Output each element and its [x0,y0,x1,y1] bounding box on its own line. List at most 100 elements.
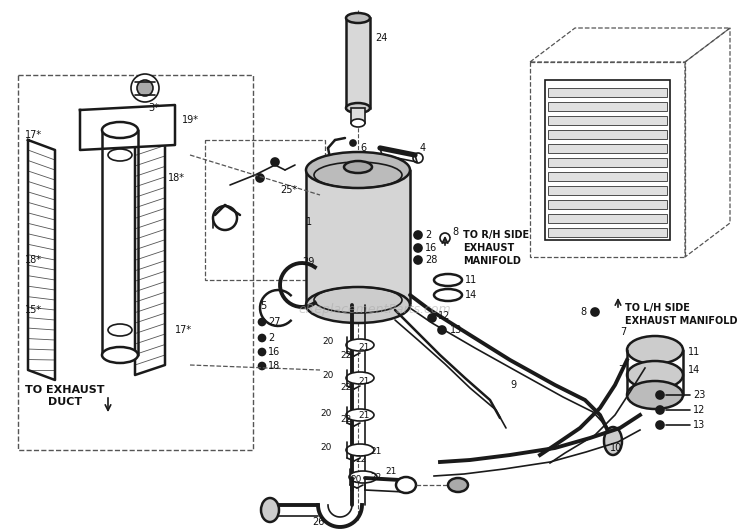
Text: 22: 22 [340,384,351,393]
Bar [351,108,365,123]
Text: 20: 20 [322,338,333,346]
Text: 22: 22 [370,473,381,482]
Polygon shape [306,170,410,305]
Circle shape [428,314,436,322]
Bar [548,130,667,139]
Circle shape [259,362,266,369]
Ellipse shape [349,471,377,483]
Text: 16: 16 [425,243,437,253]
Text: 8: 8 [580,307,586,317]
Text: 9: 9 [510,380,516,390]
Text: 14: 14 [465,290,477,300]
Text: 21: 21 [358,343,369,352]
Bar [548,214,667,223]
Text: 13: 13 [693,420,705,430]
Text: 4: 4 [420,143,426,153]
Circle shape [131,74,159,102]
Ellipse shape [434,289,462,301]
Text: 12: 12 [438,311,450,321]
Text: 2: 2 [268,333,274,343]
Text: 1: 1 [306,217,312,227]
Ellipse shape [627,361,683,389]
Ellipse shape [434,274,462,286]
Text: TO L/H SIDE: TO L/H SIDE [625,303,690,313]
Bar [548,172,667,181]
Text: 21: 21 [370,448,381,457]
Text: MANIFOLD: MANIFOLD [463,256,520,266]
Ellipse shape [102,122,138,138]
Text: 6: 6 [360,143,366,153]
Text: 2: 2 [425,230,431,240]
Text: 10: 10 [610,443,622,453]
Ellipse shape [261,498,279,522]
Text: EXHAUST MANIFOLD: EXHAUST MANIFOLD [625,316,737,326]
Text: 26: 26 [312,517,324,527]
Text: 20: 20 [320,443,332,452]
Text: 12: 12 [693,405,705,415]
Text: 21: 21 [358,378,369,387]
Bar [205,140,325,280]
Text: 18: 18 [268,361,280,371]
Text: 3*: 3* [148,103,159,113]
Ellipse shape [102,347,138,363]
Circle shape [591,308,599,316]
Bar [548,102,667,111]
Bar [548,186,667,195]
Text: 22: 22 [340,351,351,360]
Circle shape [414,256,422,264]
Bar [530,62,685,257]
Text: 7: 7 [620,327,626,337]
Bar [548,228,667,237]
Text: 11: 11 [688,347,700,357]
Text: 23: 23 [693,390,705,400]
Text: 24: 24 [375,33,387,43]
Circle shape [656,406,664,414]
Text: 17*: 17* [25,130,42,140]
Circle shape [656,391,664,399]
Ellipse shape [306,287,410,323]
Text: 22: 22 [355,455,366,464]
Text: eReplacementParts.com: eReplacementParts.com [298,304,452,316]
Text: 16: 16 [268,347,280,357]
Text: DUCT: DUCT [48,397,82,407]
Text: 27: 27 [268,317,280,327]
Circle shape [271,158,279,166]
Text: 15*: 15* [25,305,42,315]
Bar [548,144,667,153]
Text: 20: 20 [350,476,361,485]
Circle shape [438,326,446,334]
Text: 11: 11 [465,275,477,285]
Bar [548,200,667,209]
Circle shape [137,80,153,96]
Text: TO R/H SIDE: TO R/H SIDE [463,230,530,240]
Text: 14: 14 [688,365,700,375]
Bar [548,158,667,167]
Bar [346,18,370,108]
Ellipse shape [346,339,374,351]
Bar [18,75,253,450]
Polygon shape [80,105,175,150]
Ellipse shape [396,477,416,493]
Circle shape [414,244,422,252]
Ellipse shape [604,427,622,455]
Circle shape [259,318,266,325]
Ellipse shape [627,336,683,364]
Text: 18*: 18* [25,255,42,265]
Text: 7: 7 [618,365,624,375]
Bar [548,88,667,97]
Bar [545,80,670,240]
Ellipse shape [346,103,370,113]
Text: 19*: 19* [182,115,199,125]
Circle shape [259,349,266,355]
Ellipse shape [627,381,683,409]
Circle shape [656,421,664,429]
Text: 13: 13 [450,325,462,335]
Text: 18*: 18* [168,173,185,183]
Circle shape [440,233,450,243]
Text: 20: 20 [322,370,333,379]
Text: 28: 28 [425,255,437,265]
Text: 8: 8 [452,227,458,237]
Text: 5: 5 [260,301,266,311]
Text: 22: 22 [340,415,351,424]
Ellipse shape [306,152,410,188]
